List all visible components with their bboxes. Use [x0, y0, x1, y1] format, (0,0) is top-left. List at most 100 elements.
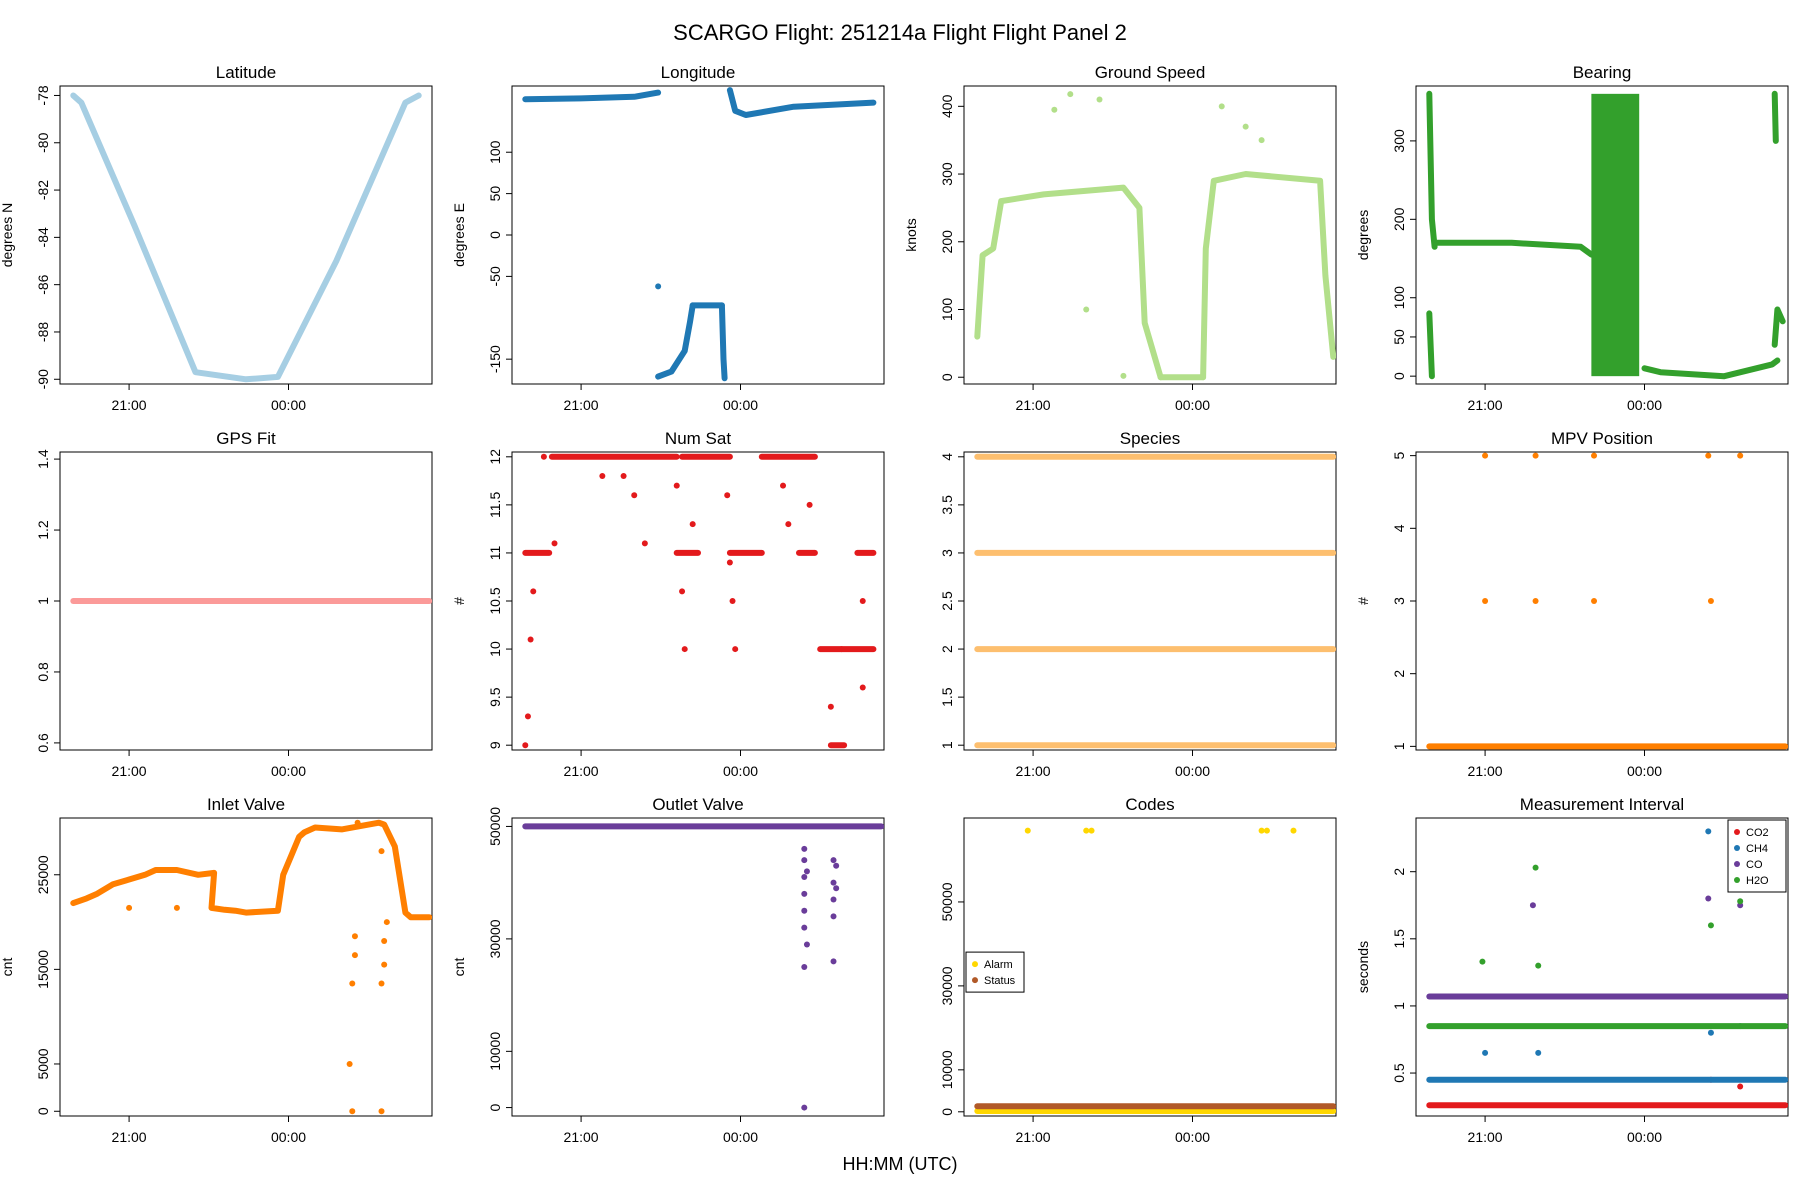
series-num-sat-point	[729, 598, 736, 604]
series-co-point	[1705, 895, 1712, 902]
x-tick-label: 00:00	[271, 1129, 306, 1145]
series-num-sat-point	[551, 540, 558, 547]
y-tick-label: 30000	[939, 966, 955, 1005]
y-tick-label: 0	[939, 373, 955, 381]
panel-title: Codes	[1125, 795, 1174, 814]
series-ground-speed-point	[1120, 372, 1127, 379]
y-axis-label: #	[451, 597, 467, 605]
series-alarm-point	[1258, 827, 1265, 834]
y-axis-label: seconds	[1355, 941, 1371, 993]
x-tick-label: 21:00	[1016, 1129, 1051, 1145]
series-longitude-segment	[522, 89, 662, 103]
y-tick-label: 0.5	[1391, 1063, 1407, 1083]
series-outlet-valve-point	[801, 907, 808, 914]
series-inlet-valve-point	[351, 933, 358, 940]
series-outlet-valve-point	[833, 885, 840, 892]
y-tick-label: 2.5	[939, 591, 955, 611]
series-outlet-valve-point	[801, 890, 808, 897]
data-area	[974, 91, 1336, 381]
series-ground-speed-point	[1096, 96, 1103, 103]
y-tick-label: 100	[1391, 286, 1407, 310]
panel-title: Species	[1120, 429, 1180, 448]
x-axis-label: HH:MM (UTC)	[842, 1154, 958, 1174]
y-tick-label: 1.5	[1391, 929, 1407, 949]
legend-marker	[972, 961, 978, 968]
series-inlet-valve-point	[126, 904, 133, 911]
series-ground-speed-point	[1218, 103, 1225, 110]
y-tick-label: 0	[939, 1108, 955, 1116]
y-axis-label: #	[1355, 597, 1371, 605]
panel-title: Num Sat	[665, 429, 731, 448]
data-area	[974, 453, 1336, 749]
y-tick-label: 2	[1391, 868, 1407, 876]
x-tick-label: 00:00	[271, 397, 306, 413]
panel-ground-speed: Ground Speed knots 0 100 200 300 400 21:00 00:00	[903, 63, 1337, 413]
x-tick-label: 00:00	[1627, 1129, 1662, 1145]
y-tick-label: 25000	[35, 855, 51, 894]
x-tick-label: 21:00	[1468, 1129, 1503, 1145]
data-area	[70, 92, 422, 383]
panel-latitude: Latitude degrees N -90 -88 -86 -84 -82 -80 -78 21…	[0, 63, 433, 413]
data-area	[1426, 828, 1788, 1109]
y-tick-label: 30000	[487, 919, 503, 958]
y-tick-label: 9.5	[487, 687, 503, 707]
series-outlet-valve-point	[801, 857, 808, 864]
y-tick-label: 2	[939, 645, 955, 653]
y-tick-label: 100	[487, 140, 503, 164]
y-tick-label: -88	[35, 322, 51, 342]
data-area	[1426, 90, 1786, 380]
series-mpv-position-point	[1591, 598, 1598, 604]
panel-title: Inlet Valve	[207, 795, 285, 814]
series-alarm-point	[1290, 827, 1297, 834]
series-alarm-point	[1263, 827, 1270, 834]
y-axis-label: knots	[903, 218, 919, 251]
series-ground-speed-segment	[974, 184, 1164, 381]
data-area	[70, 819, 432, 1115]
series-co2-point	[1737, 1083, 1744, 1090]
y-tick-label: -84	[35, 227, 51, 247]
series-num-sat-point	[631, 492, 638, 499]
x-tick-label: 21:00	[564, 763, 599, 779]
series-num-sat-point	[524, 713, 531, 720]
series-num-sat-point	[827, 703, 834, 710]
panel-title: Bearing	[1573, 63, 1632, 82]
y-axis-label: cnt	[451, 958, 467, 977]
series-h2o-point	[1737, 898, 1744, 905]
x-tick-label: 21:00	[112, 1129, 147, 1145]
series-num-sat-point	[540, 453, 547, 460]
legend-marker	[1734, 877, 1740, 883]
series-h2o-point	[1707, 922, 1714, 929]
series-outlet-valve-point	[801, 1104, 808, 1111]
series-mpv-position-point	[1532, 598, 1539, 604]
series-mpv-position-point	[1482, 598, 1489, 604]
series-longitude-segment	[726, 87, 877, 118]
legend-label: Alarm	[984, 959, 1013, 971]
series-num-sat-point	[689, 521, 696, 528]
series-num-sat-point	[673, 482, 680, 489]
plot-frame	[511, 85, 885, 385]
y-tick-label: -82	[35, 180, 51, 200]
y-tick-label: 50000	[939, 882, 955, 921]
plot-frame	[59, 817, 433, 1117]
y-tick-label: 11	[487, 545, 503, 560]
x-tick-label: 00:00	[723, 1129, 758, 1145]
series-ground-speed-point	[1258, 137, 1265, 144]
series-h2o-point	[1479, 958, 1486, 965]
x-tick-label: 00:00	[723, 397, 758, 413]
series-outlet-valve-point	[801, 924, 808, 931]
series-outlet-valve-point	[830, 913, 837, 920]
y-tick-label: -90	[35, 369, 51, 389]
figure-title: SCARGO Flight: 251214a Flight Flight Pan…	[673, 20, 1127, 45]
legend-marker	[972, 977, 978, 984]
plot-frame	[1415, 85, 1789, 385]
series-latitude-line	[70, 92, 422, 383]
series-h2o-point	[1532, 864, 1539, 871]
y-tick-label: 10.5	[487, 587, 503, 614]
panel-mpv-position: MPV Position #1 2 3 4 5 21:00 00:00	[1355, 429, 1789, 779]
legend: CO2 CH4 CO H2O	[1727, 819, 1787, 893]
series-num-sat-point	[859, 684, 866, 691]
series-h2o-point	[1535, 962, 1542, 969]
x-tick-label: 21:00	[1016, 397, 1051, 413]
y-tick-label: 4	[939, 453, 955, 461]
y-tick-label: 0	[1391, 372, 1407, 380]
